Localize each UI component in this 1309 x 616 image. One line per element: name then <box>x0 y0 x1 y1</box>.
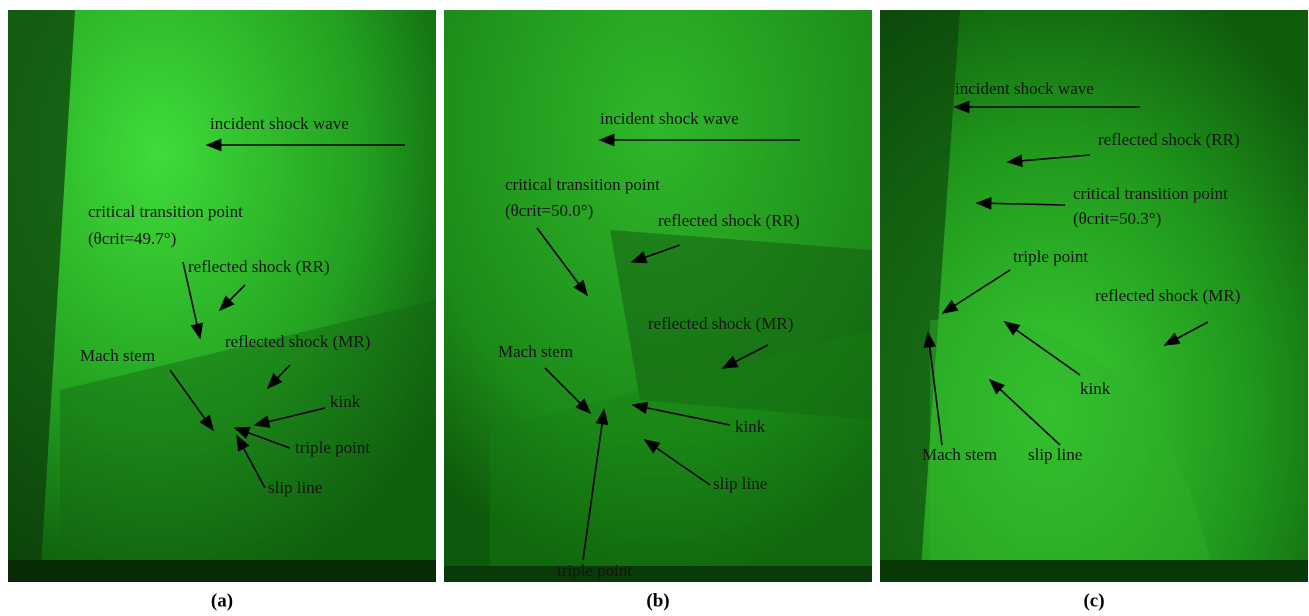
label: incident shock wave <box>600 109 739 128</box>
label: critical transition point <box>1073 184 1228 203</box>
label: incident shock wave <box>955 79 1094 98</box>
label: Mach stem <box>498 342 573 361</box>
label: reflected shock (RR) <box>658 211 800 230</box>
label: (θcrit=50.3°) <box>1073 209 1161 228</box>
label: reflected shock (MR) <box>225 332 370 351</box>
label: reflected shock (MR) <box>1095 286 1240 305</box>
label: triple point <box>295 438 370 457</box>
label: Mach stem <box>80 346 155 365</box>
caption: (a) <box>211 590 233 611</box>
label: incident shock wave <box>210 114 349 133</box>
label: critical transition point <box>505 175 660 194</box>
label: (θcrit=49.7°) <box>88 229 176 248</box>
panel-a <box>8 10 436 582</box>
label: slip line <box>268 478 322 497</box>
figure: incident shock wave critical transition … <box>0 0 1309 616</box>
label: kink <box>330 392 361 411</box>
label: triple point <box>1013 247 1088 266</box>
caption: (c) <box>1083 590 1104 611</box>
label: Mach stem <box>922 445 997 464</box>
label: kink <box>1080 379 1111 398</box>
panel-c <box>880 10 1308 582</box>
label: critical transition point <box>88 202 243 221</box>
label: reflected shock (RR) <box>188 257 330 276</box>
caption: (b) <box>646 590 669 611</box>
label: reflected shock (RR) <box>1098 130 1240 149</box>
label: kink <box>735 417 766 436</box>
label: triple point <box>557 561 632 580</box>
label: slip line <box>1028 445 1082 464</box>
label: slip line <box>713 474 767 493</box>
panel-b <box>444 10 872 582</box>
label: (θcrit=50.0°) <box>505 201 593 220</box>
label: reflected shock (MR) <box>648 314 793 333</box>
